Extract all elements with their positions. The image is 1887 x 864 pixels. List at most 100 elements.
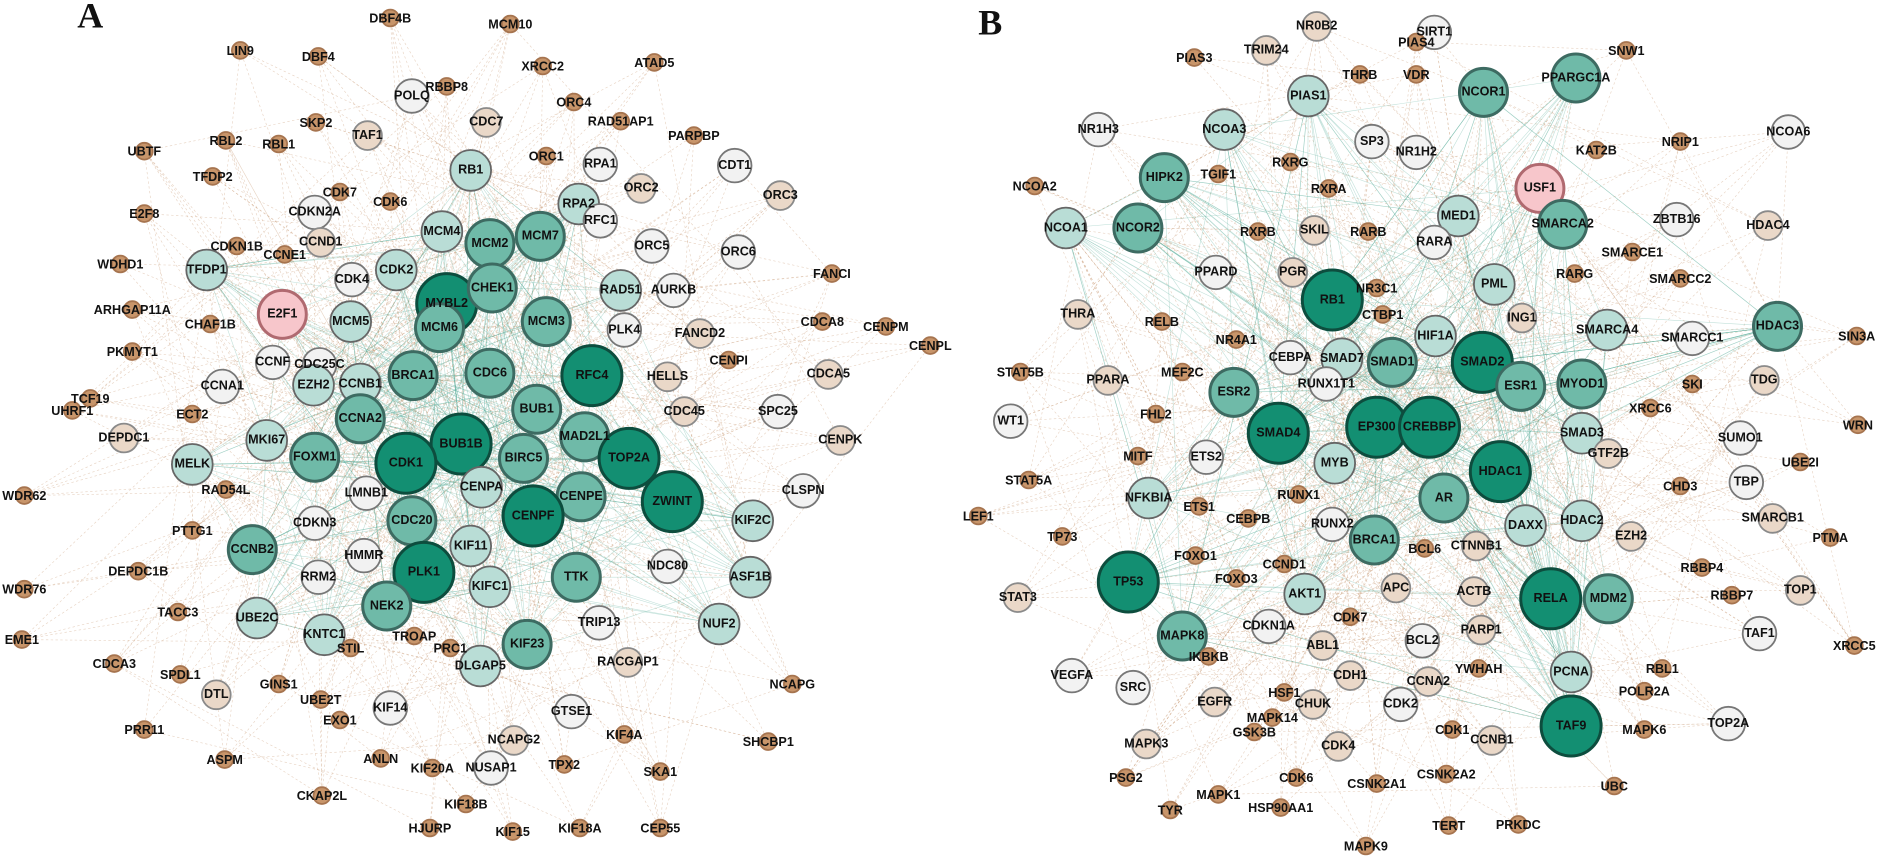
node-label: RARB [1350,225,1386,239]
node-label: TYR [1158,804,1183,818]
node [1845,636,1864,655]
node-label: BCL2 [1406,633,1439,647]
edge [1107,380,1279,434]
edge [1448,671,1572,826]
edge [1290,335,1436,358]
node [1189,497,1209,516]
node-label: PSG2 [1109,771,1143,785]
node-label: FANCI [813,267,851,281]
edge [318,303,447,578]
edge [1170,188,1541,811]
edge [1308,95,1377,428]
edge [1128,383,1327,583]
edge [542,65,601,221]
edge [1473,383,1583,592]
node-label: EGFR [1197,694,1232,708]
edge [386,86,447,607]
node-label: TPX2 [549,758,581,772]
node-label: SKI [1682,378,1703,392]
edge [1446,92,1484,775]
node [669,396,700,427]
edge [324,443,462,635]
edge [492,287,700,334]
node [1335,660,1366,691]
edge [1334,74,1417,464]
node [1415,539,1434,558]
edge [1133,598,1551,688]
edge [584,345,931,438]
node-label: RB1 [458,163,483,177]
node-label: ORC2 [624,181,659,195]
node [1271,798,1290,817]
edge [256,457,315,619]
node [651,762,670,781]
node-label: MED1 [1441,208,1476,222]
node-label: DLGAP5 [455,658,506,672]
edge [1520,131,1789,387]
edge [1182,95,1309,637]
node [760,393,796,430]
edge [1128,581,1663,669]
node [269,674,288,694]
node-label: STAT5B [997,366,1044,380]
node-label: CEBPA [1269,350,1312,364]
node-label: SNW1 [1608,44,1644,58]
node [684,318,716,349]
node-label: DBF4B [369,12,411,26]
edge [978,362,1483,517]
edge [1010,383,1693,422]
edge [90,321,351,399]
edge [1182,635,1572,673]
node [1199,647,1218,666]
edge [1128,457,1207,583]
edge [699,333,751,578]
edge [396,269,515,741]
node [615,725,634,744]
node-label: PPARA [1086,373,1129,387]
node [1185,48,1204,67]
node [1791,452,1810,472]
node-label: CCNB2 [231,542,274,556]
node [1354,123,1390,160]
edge [1539,188,1551,599]
node-label: XRCC5 [1833,639,1876,653]
edge [313,385,367,494]
node [1297,689,1329,720]
edge [1520,386,1741,439]
edge [1483,50,1627,93]
edge [1332,524,1423,641]
node-label: FHL2 [1140,408,1171,422]
node-label: KIFC1 [472,579,508,593]
edge [1429,427,1645,730]
node [1208,366,1260,418]
node [183,521,202,540]
node-label: CDC25C [294,357,344,371]
node [1350,65,1370,84]
node-label: FOXO3 [1215,572,1258,586]
node [1275,554,1294,574]
node [185,248,228,292]
edge [123,243,491,439]
node-label: SIRT1 [1416,25,1452,39]
edge [1161,321,1521,387]
node-label: ORC4 [556,96,591,110]
node [275,245,294,264]
edge [1452,383,1583,730]
edge [1473,188,1541,592]
edge [1525,224,1563,526]
edge [1478,525,1526,669]
node-label: LIN9 [227,44,254,58]
node-label: ING1 [1507,310,1536,324]
edge [1332,432,1583,525]
edge [192,464,365,556]
node [1560,499,1604,543]
edge [1218,173,1459,217]
edge [1071,598,1551,676]
node-label: CREBBP [1403,420,1456,434]
node [1289,485,1308,504]
node [1495,360,1547,412]
node-label: THRA [1060,307,1095,321]
edge [1316,26,1747,483]
node-label: TOP2A [608,451,650,465]
node [1263,708,1282,727]
